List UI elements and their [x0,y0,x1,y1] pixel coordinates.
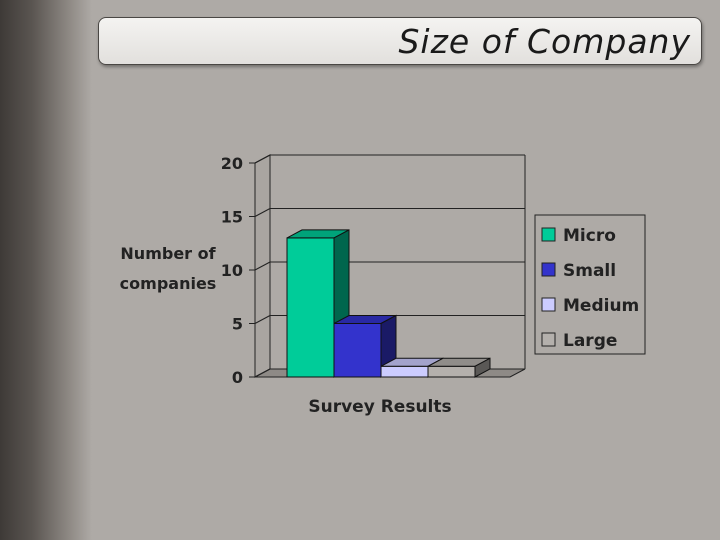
side-gradient-band [0,0,92,540]
legend-swatch-micro [541,227,556,242]
y-tick-label: 0 [232,368,243,387]
bars [286,229,491,378]
y-tick-label: 10 [221,261,243,280]
gridline-depth [254,208,271,217]
legend-label-large: Large [563,331,617,351]
legend-swatch-small [541,262,556,277]
legend-swatch-large [541,332,556,347]
bar-front [380,365,429,378]
bar-side [474,357,491,378]
title-bar: Size of Company [98,17,702,65]
y-tick-label: 5 [232,315,243,334]
y-tick-labels: 0 5 10 15 20 [221,154,243,387]
y-tick-label: 15 [221,208,243,227]
gridline-depth [254,368,271,378]
legend-label-small: Small [563,261,616,281]
bar-front [333,323,382,378]
bar-front [427,365,476,378]
bar-small [333,314,397,378]
legend-label-micro: Micro [563,226,616,246]
bar-front [286,237,335,378]
slide-title: Size of Company [398,22,691,61]
gridline-depth [254,315,271,324]
gridline-depth [254,154,271,164]
x-axis-label: Survey Results [308,397,451,417]
legend: Micro Small Medium Large [534,214,646,355]
legend-swatch-medium [541,297,556,312]
y-tick-label: 20 [221,154,243,173]
gridline-depth [254,261,271,271]
legend-label-medium: Medium [563,296,639,316]
bar-large [427,357,491,378]
y-axis-label-line1: Number of [120,244,216,263]
y-axis-label-line2: companies [120,274,217,293]
